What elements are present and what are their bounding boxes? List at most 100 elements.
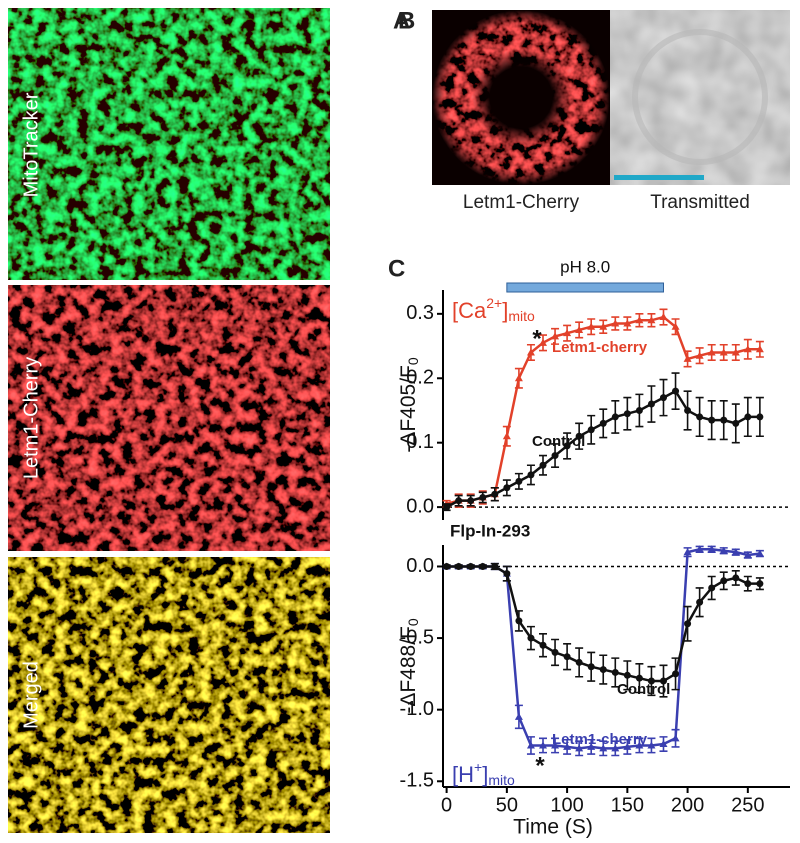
series bbox=[442, 562, 764, 698]
data-point bbox=[503, 570, 511, 578]
data-point bbox=[479, 562, 487, 570]
data-point bbox=[611, 319, 620, 327]
y-axis-label-sub: 0 bbox=[405, 618, 421, 626]
data-point bbox=[551, 452, 559, 460]
data-point bbox=[647, 741, 656, 749]
image-label: Merged bbox=[20, 661, 42, 729]
data-point bbox=[707, 545, 716, 553]
image-merged-texture bbox=[8, 557, 330, 833]
species-label: [Ca2+]mito bbox=[452, 295, 535, 324]
data-point bbox=[659, 677, 667, 685]
data-point bbox=[720, 416, 728, 424]
species-text: [H bbox=[452, 762, 474, 787]
data-point bbox=[635, 741, 644, 749]
data-point bbox=[539, 741, 548, 749]
x-tick-label: 250 bbox=[731, 794, 764, 816]
data-point bbox=[659, 313, 668, 321]
series bbox=[442, 372, 764, 512]
data-point bbox=[491, 562, 499, 570]
data-point bbox=[455, 497, 463, 505]
data-point bbox=[683, 354, 692, 362]
image-mitotracker-texture bbox=[8, 8, 330, 280]
panel-label: A bbox=[393, 7, 410, 34]
data-point bbox=[744, 580, 752, 588]
image-caption: Transmitted bbox=[650, 192, 750, 213]
data-point bbox=[539, 461, 547, 469]
data-point bbox=[575, 744, 584, 752]
y-tick-label: -1.5 bbox=[400, 770, 434, 792]
data-point bbox=[683, 548, 692, 556]
image-letm1-texture bbox=[8, 285, 330, 551]
data-point bbox=[575, 432, 583, 440]
data-point bbox=[623, 319, 632, 327]
data-point bbox=[708, 416, 716, 424]
data-point bbox=[755, 549, 764, 557]
data-point bbox=[539, 641, 547, 649]
data-point bbox=[635, 406, 643, 414]
data-point bbox=[635, 316, 644, 324]
data-point bbox=[696, 413, 704, 421]
ph-bar-label: pH 8.0 bbox=[560, 257, 610, 276]
scale-bar bbox=[614, 175, 704, 180]
series-line bbox=[446, 548, 761, 750]
data-point bbox=[611, 413, 619, 421]
data-point bbox=[502, 432, 511, 440]
data-point bbox=[599, 666, 607, 674]
data-point bbox=[527, 471, 535, 479]
image-transmitted bbox=[610, 10, 790, 185]
data-point bbox=[514, 712, 523, 720]
data-point bbox=[587, 426, 595, 434]
data-point bbox=[526, 348, 535, 356]
data-point bbox=[526, 741, 535, 749]
data-point bbox=[514, 374, 523, 382]
data-point bbox=[467, 562, 475, 570]
data-point bbox=[515, 617, 523, 625]
data-point bbox=[647, 400, 655, 408]
chart-title: Flp-In-293 bbox=[450, 521, 530, 540]
data-point bbox=[684, 620, 692, 628]
data-point bbox=[731, 348, 740, 356]
panel-label: B bbox=[398, 7, 415, 34]
data-point bbox=[756, 580, 764, 588]
series-label: Letm1-cherry bbox=[552, 731, 648, 748]
ph-bar bbox=[506, 282, 664, 293]
x-tick-label: 100 bbox=[550, 794, 583, 816]
data-point bbox=[720, 577, 728, 585]
y-axis-label-text: -ΔF488/F bbox=[397, 626, 420, 714]
y-tick-label: 0.3 bbox=[406, 302, 434, 324]
x-tick-label: 0 bbox=[441, 794, 452, 816]
data-point bbox=[731, 548, 740, 556]
data-point bbox=[695, 545, 704, 553]
cell-outline bbox=[632, 29, 768, 165]
data-point bbox=[611, 668, 619, 676]
data-point bbox=[671, 734, 680, 742]
species-sup: 2+ bbox=[486, 295, 502, 311]
x-tick-label: 200 bbox=[671, 794, 704, 816]
data-point bbox=[719, 348, 728, 356]
image-label: Letm1-Cherry bbox=[20, 357, 42, 479]
data-point bbox=[587, 322, 596, 330]
data-point bbox=[684, 406, 692, 414]
data-point bbox=[743, 551, 752, 559]
species-sub: mito bbox=[508, 308, 535, 324]
data-point bbox=[551, 741, 560, 749]
data-point bbox=[744, 413, 752, 421]
data-point bbox=[563, 742, 572, 750]
data-point bbox=[672, 387, 680, 395]
series bbox=[442, 545, 764, 757]
annotation: * bbox=[532, 325, 542, 352]
y-tick-label: 0.1 bbox=[406, 431, 434, 453]
data-point bbox=[599, 322, 608, 330]
data-point bbox=[575, 325, 584, 333]
data-point bbox=[719, 546, 728, 554]
data-point bbox=[551, 648, 559, 656]
data-point bbox=[479, 493, 487, 501]
series-label: Control bbox=[617, 681, 670, 698]
image-caption: Letm1-Cherry bbox=[463, 192, 580, 213]
data-point bbox=[587, 742, 596, 750]
series-label: Letm1-cherry bbox=[552, 339, 648, 356]
y-tick-label: 0.0 bbox=[406, 555, 434, 577]
data-point bbox=[563, 442, 571, 450]
data-point bbox=[551, 332, 560, 340]
x-tick-label: 150 bbox=[611, 794, 644, 816]
